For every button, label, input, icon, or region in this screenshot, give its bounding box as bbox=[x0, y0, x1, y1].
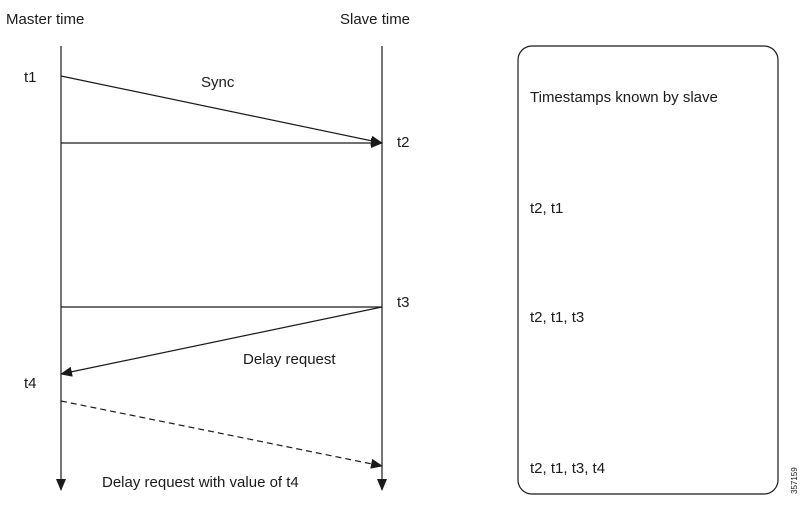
delay-request-arrow bbox=[60, 306, 383, 377]
delay-response-arrow bbox=[60, 400, 383, 469]
delay-request-label: Delay request bbox=[243, 351, 336, 368]
t4-label: t4 bbox=[24, 375, 37, 392]
panel-title: Timestamps known by slave bbox=[530, 89, 718, 106]
sync-arrow bbox=[60, 75, 383, 146]
panel-row-2: t2, t1, t3 bbox=[530, 309, 584, 326]
t1-label: t1 bbox=[24, 69, 37, 86]
panel-row-1: t2, t1 bbox=[530, 200, 563, 217]
figure-id: 357159 bbox=[790, 467, 799, 494]
timestamps-panel bbox=[517, 45, 779, 495]
t3-label: t3 bbox=[397, 294, 410, 311]
delay-response-label: Delay request with value of t4 bbox=[102, 474, 299, 491]
master-time-label: Master time bbox=[6, 11, 84, 28]
panel-row-3: t2, t1, t3, t4 bbox=[530, 460, 605, 477]
t2-label: t2 bbox=[397, 134, 410, 151]
sync-label: Sync bbox=[201, 74, 235, 91]
slave-time-label: Slave time bbox=[340, 11, 410, 28]
